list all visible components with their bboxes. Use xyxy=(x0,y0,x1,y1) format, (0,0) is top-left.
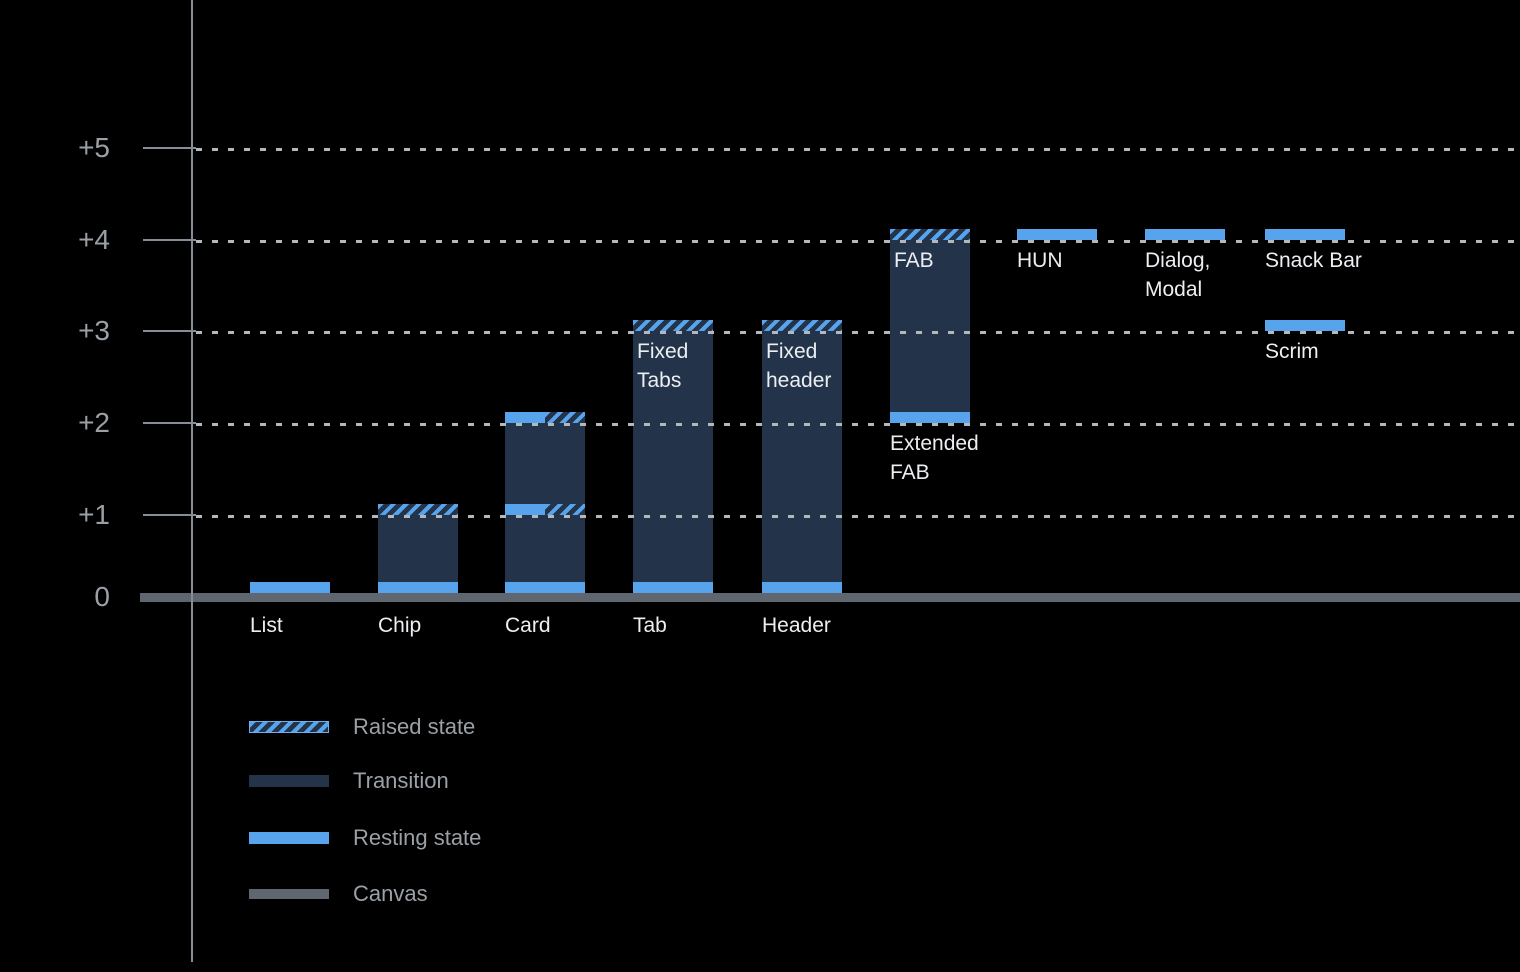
bar-tab-raised-band xyxy=(633,320,713,331)
y-axis-label-plus1: +1 xyxy=(78,499,110,530)
legend-label-raised-state: Raised state xyxy=(353,714,476,739)
bar-label-extended-fab: Extended FAB xyxy=(890,432,979,484)
legend-label-transition: Transition xyxy=(353,768,449,793)
bar-label-scrim: Scrim xyxy=(1265,340,1319,363)
bar-hun-resting-band xyxy=(1017,229,1097,240)
bar-label-card: Card xyxy=(505,614,551,637)
legend-item-raised-state: Raised state xyxy=(249,714,476,739)
bar-label-list: List xyxy=(250,614,283,637)
gridline-level-3 xyxy=(196,331,1520,334)
bar-label-chip: Chip xyxy=(378,614,422,637)
bar-tab-resting-band xyxy=(633,582,713,593)
gridline-level-2 xyxy=(196,423,1520,426)
bar-card-resting-band-1 xyxy=(505,504,545,515)
bar-extended-fab-resting-band xyxy=(890,412,970,423)
gridline-level-1 xyxy=(196,515,1520,518)
bar-label-dialog-modal: Dialog, Modal xyxy=(1145,249,1211,301)
bar-tab-transition xyxy=(633,331,713,593)
bar-scrim-resting-band xyxy=(1265,320,1345,331)
bar-card-resting-band xyxy=(505,582,585,593)
y-axis-tick-5 xyxy=(143,147,196,149)
bar-header-raised-band xyxy=(762,320,842,331)
bar-dialog-modal-resting-band xyxy=(1145,229,1225,240)
canvas-swatch-icon xyxy=(249,889,329,899)
y-axis-label-plus4: +4 xyxy=(78,224,110,255)
y-axis-label-plus3: +3 xyxy=(78,315,110,346)
resting-state-swatch-icon xyxy=(249,832,329,844)
bar-label-header: Header xyxy=(762,614,831,637)
y-axis-line xyxy=(191,0,193,962)
bar-inner-label-tab: Fixed Tabs xyxy=(637,340,689,392)
y-axis-label-plus2: +2 xyxy=(78,407,110,438)
y-axis-label-0: 0 xyxy=(94,581,110,612)
bar-label-tab: Tab xyxy=(633,614,667,637)
bar-snack-bar-resting-band xyxy=(1265,229,1345,240)
bar-card-raised-band-1 xyxy=(545,504,585,515)
legend-item-canvas: Canvas xyxy=(249,881,428,906)
legend-item-resting-state: Resting state xyxy=(249,825,482,850)
legend-label-canvas: Canvas xyxy=(353,881,428,906)
bar-chip-raised-band xyxy=(378,504,458,515)
transition-swatch-icon xyxy=(249,775,329,787)
bar-header-transition xyxy=(762,331,842,593)
bar-chip-resting-band xyxy=(378,582,458,593)
gridline-level-5 xyxy=(196,148,1520,151)
bar-inner-label-extended-fab: FAB xyxy=(894,249,934,272)
bar-chip-transition xyxy=(378,515,458,593)
bar-label-snack-bar: Snack Bar xyxy=(1265,249,1362,272)
raised-state-swatch-icon xyxy=(249,721,329,733)
bar-extended-fab-raised-band xyxy=(890,229,970,240)
canvas-baseline xyxy=(140,593,1520,602)
legend-label-resting-state: Resting state xyxy=(353,825,482,850)
y-axis-tick-1 xyxy=(143,514,196,516)
bar-inner-label-header: Fixed header xyxy=(766,340,832,392)
y-axis-label-plus5: +5 xyxy=(78,132,110,163)
bar-card-resting-band-2 xyxy=(505,412,545,423)
gridline-level-4 xyxy=(196,240,1520,243)
y-axis-tick-4 xyxy=(143,239,196,241)
y-axis-tick-3 xyxy=(143,330,196,332)
bar-header-resting-band xyxy=(762,582,842,593)
bar-card-raised-band-2 xyxy=(545,412,585,423)
y-axis-tick-2 xyxy=(143,422,196,424)
bar-list-resting-band xyxy=(250,582,330,593)
legend-item-transition: Transition xyxy=(249,768,449,793)
bar-label-hun: HUN xyxy=(1017,249,1063,272)
